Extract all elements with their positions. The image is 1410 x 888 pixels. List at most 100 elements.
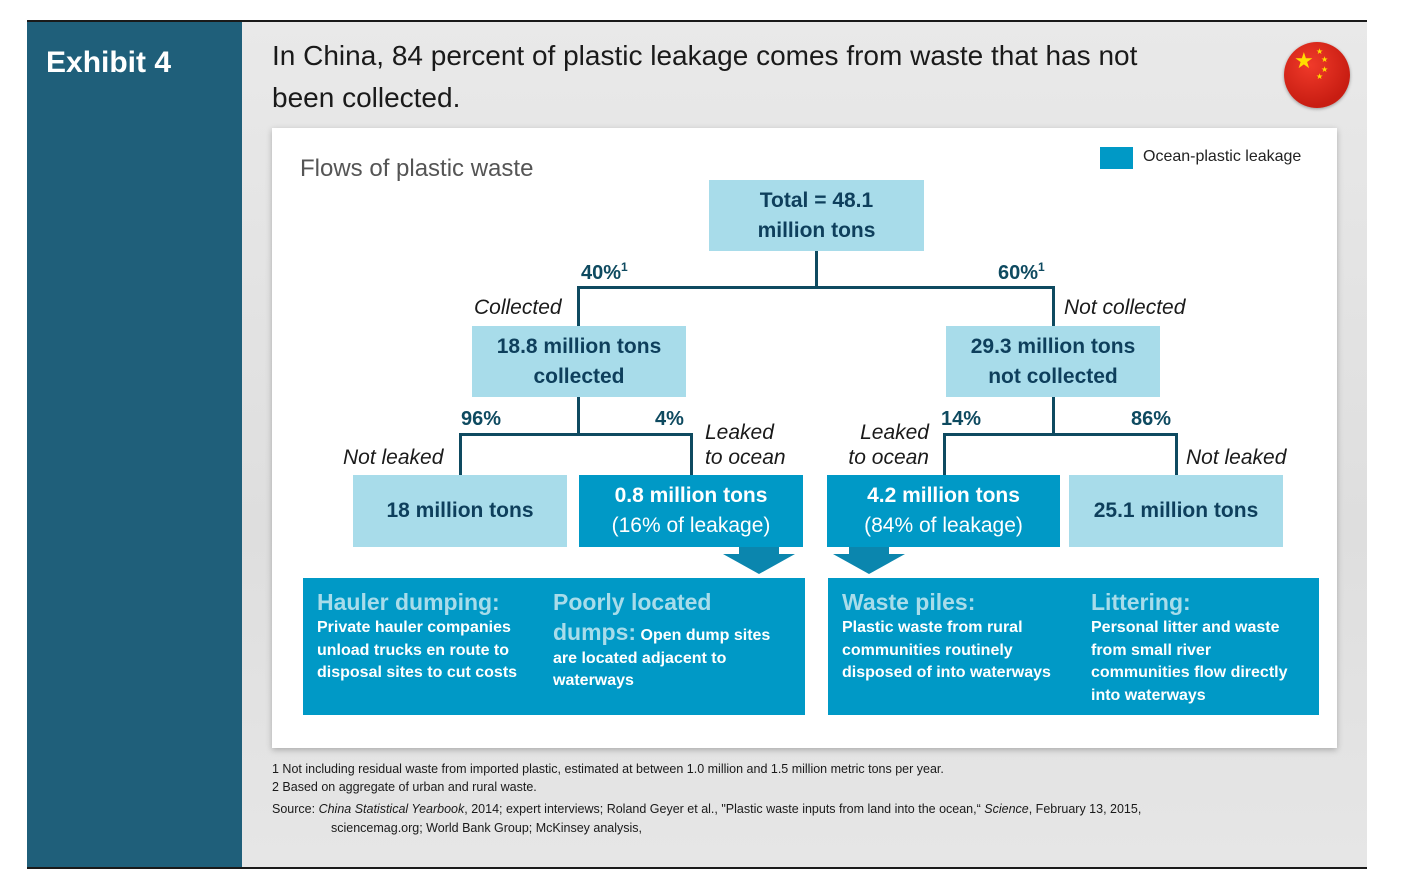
arrow-left-stem	[739, 547, 779, 554]
connector-not-leaked-right-drop	[1175, 433, 1178, 475]
leaf-box-4-2mt: 4.2 million tons (84% of leakage)	[827, 475, 1060, 547]
legend-label: Ocean-plastic leakage	[1143, 148, 1302, 165]
cause-waste-piles: Waste piles: Plastic waste from rural co…	[842, 587, 1082, 685]
leaked-left-label-line2: to ocean	[705, 446, 786, 469]
connector-not-collected-stem	[1052, 397, 1055, 435]
footnote-1: 1 Not including residual waste from impo…	[272, 762, 944, 776]
exhibit-label: Exhibit 4	[46, 46, 172, 79]
cause-waste-piles-text-2: communities routinely	[842, 641, 1013, 659]
leaf-box-25-1mt-text: 25.1 million tons	[1093, 499, 1259, 522]
cause-hauler-dumping-text-1: Private hauler companies	[317, 619, 511, 636]
not-collected-line1: 29.3 million tons	[970, 334, 1136, 358]
leaf-box-4-2mt-line2: (84% of leakage)	[864, 514, 1023, 537]
collected-line2: collected	[533, 364, 625, 388]
pct-14: 14%	[941, 408, 982, 430]
source-journal: Science	[984, 802, 1029, 816]
cause-littering-text-3: communities flow directly	[1091, 664, 1288, 681]
cause-poorly-located-dumps: Poorly located dumps: Open dump sites ar…	[553, 587, 798, 693]
leaf-box-18mt: 18 million tons	[353, 475, 567, 547]
right-branch-percent: 60%1	[998, 260, 1045, 285]
source-note: Source: China Statistical Yearbook, 2014…	[272, 802, 1322, 816]
flag-small-star-icon: ★	[1321, 65, 1329, 74]
down-arrow-left-icon	[723, 554, 795, 574]
flag-big-star-icon: ★	[1294, 48, 1314, 73]
not-collected-line2: not collected	[988, 364, 1118, 388]
connector-collected-horizontal	[459, 433, 693, 436]
legend-swatch	[1100, 147, 1133, 169]
cause-hauler-dumping: Hauler dumping: Private hauler companies…	[317, 587, 542, 685]
causes-box-not-collected	[828, 578, 1319, 715]
leaf-box-0-8mt-line1: 0.8 million tons	[614, 484, 768, 507]
left-branch-footnote-ref: 1	[621, 260, 628, 274]
connector-leaked-right-drop	[943, 433, 946, 475]
cause-dumps-heading-2: dumps:	[553, 619, 637, 645]
footnote-2: 2 Based on aggregate of urban and rural …	[272, 780, 537, 794]
leaf-box-0-8mt: 0.8 million tons (16% of leakage)	[579, 475, 803, 547]
cause-hauler-dumping-text-2: unload trucks en route to	[317, 641, 510, 659]
leaf-box-25-1mt: 25.1 million tons	[1069, 475, 1283, 547]
down-arrow-right-icon	[833, 554, 905, 574]
connector-not-leaked-left-drop	[459, 433, 462, 475]
cause-dumps-text-1: are located adjacent to	[553, 649, 727, 667]
connector-collected-stem	[577, 397, 580, 435]
leaked-left-label: Leaked to ocean	[705, 420, 786, 470]
cause-waste-piles-text-3: disposed of into waterways	[842, 664, 1051, 681]
arrow-right-stem	[849, 547, 889, 554]
cause-hauler-dumping-text-3: disposal sites to cut costs	[317, 664, 518, 681]
leaked-right-label-line2: to ocean	[848, 446, 929, 469]
leaked-right-label-line1: Leaked	[860, 421, 929, 444]
not-collected-box: 29.3 million tons not collected	[946, 326, 1160, 397]
leaf-box-0-8mt-line2: (16% of leakage)	[611, 514, 771, 537]
flag-small-star-icon: ★	[1321, 55, 1329, 64]
flag-small-star-icon: ★	[1316, 72, 1324, 81]
flag-small-star-icon: ★	[1316, 47, 1324, 56]
total-line1: Total = 48.1	[759, 188, 874, 212]
cause-dumps-text-inline: Open dump sites	[640, 627, 771, 644]
connector-level1-horizontal	[577, 286, 1055, 289]
causes-box-collected	[303, 578, 805, 715]
total-line2: million tons	[757, 218, 876, 242]
diagram-subtitle: Flows of plastic waste	[300, 155, 534, 182]
pct-86: 86%	[1131, 408, 1172, 430]
connector-not-collected-horizontal	[943, 433, 1178, 436]
not-collected-label: Not collected	[1064, 296, 1186, 319]
cause-littering-heading: Littering:	[1091, 589, 1191, 615]
cause-littering-text-4: into waterways	[1091, 686, 1206, 704]
cause-dumps-heading-1: Poorly located	[553, 589, 712, 615]
china-flag-icon: ★ ★ ★ ★ ★	[1284, 42, 1350, 108]
cause-littering-text-2: from small river	[1091, 641, 1212, 659]
headline: In China, 84 percent of plastic leakage …	[272, 40, 1138, 113]
collected-box: 18.8 million tons collected	[472, 326, 686, 397]
source-prefix: Source:	[272, 802, 319, 816]
cause-waste-piles-text-1: Plastic waste from rural	[842, 619, 1023, 636]
cause-hauler-dumping-heading: Hauler dumping:	[317, 589, 500, 615]
sidebar	[27, 22, 242, 867]
connector-left-drop	[577, 286, 580, 326]
left-branch-percent-value: 40%	[581, 262, 622, 284]
source-book: China Statistical Yearbook	[318, 802, 465, 816]
exhibit-frame	[27, 20, 1367, 869]
collected-label: Collected	[474, 296, 562, 319]
collected-line1: 18.8 million tons	[496, 334, 662, 358]
connector-leaked-left-drop	[690, 433, 693, 475]
pct-4: 4%	[655, 408, 684, 430]
cause-dumps-text-2: waterways	[553, 672, 634, 689]
leaf-box-18mt-text: 18 million tons	[386, 499, 534, 522]
right-branch-footnote-ref: 1	[1038, 260, 1045, 274]
source-note-line2: sciencemag.org; World Bank Group; McKins…	[331, 821, 643, 835]
right-branch-percent-value: 60%	[998, 262, 1039, 284]
cause-littering-text-1: Personal litter and waste	[1091, 619, 1280, 636]
total-box: Total = 48.1 million tons	[709, 180, 924, 251]
source-mid: , 2014; expert interviews; Roland Geyer …	[464, 802, 985, 816]
leaked-left-label-line1: Leaked	[705, 421, 774, 444]
cause-waste-piles-heading: Waste piles:	[842, 589, 976, 615]
leaked-right-label: Leaked to ocean	[842, 420, 929, 470]
connector-total-stem	[815, 251, 818, 288]
left-branch-percent: 40%1	[581, 260, 628, 285]
not-leaked-left-label: Not leaked	[343, 446, 444, 469]
pct-96: 96%	[461, 408, 502, 430]
leaf-box-4-2mt-line1: 4.2 million tons	[867, 484, 1020, 507]
not-leaked-right-label: Not leaked	[1186, 446, 1287, 469]
source-end: , February 13, 2015,	[1028, 802, 1142, 816]
cause-littering: Littering: Personal litter and waste fro…	[1091, 587, 1311, 707]
